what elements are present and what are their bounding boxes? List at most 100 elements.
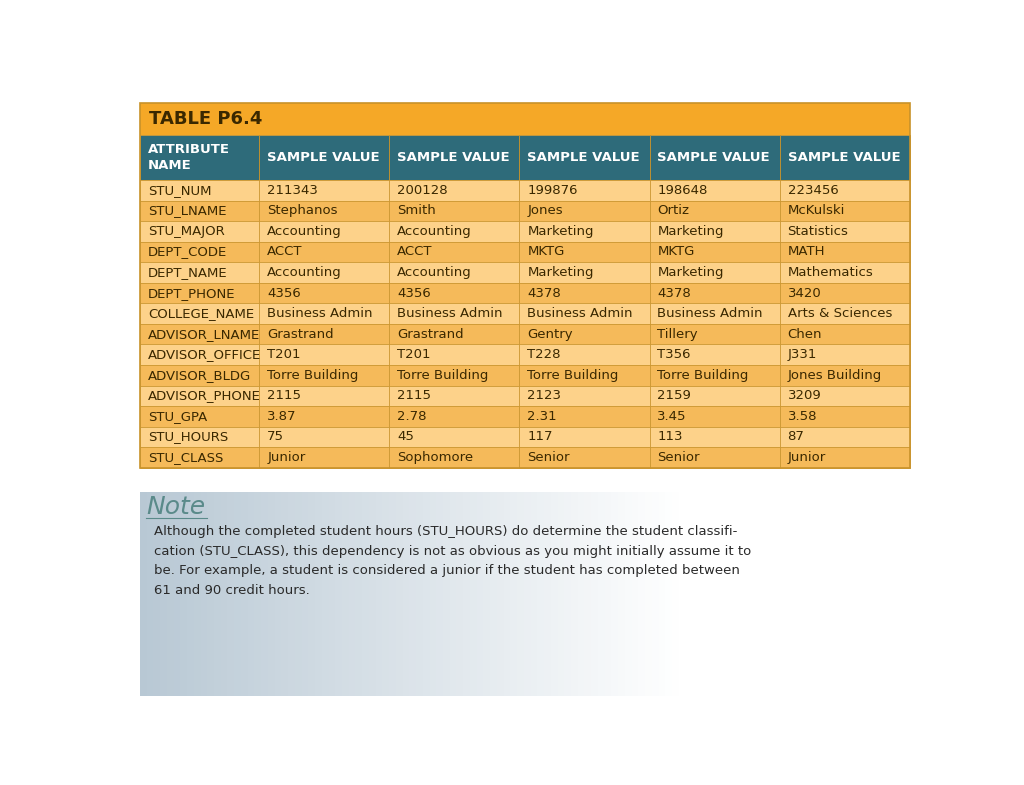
Text: 87: 87 bbox=[787, 430, 805, 444]
Bar bbox=[779, 406, 909, 427]
Bar bbox=[652, 492, 658, 696]
Text: Torre Building: Torre Building bbox=[657, 369, 749, 382]
Text: Senior: Senior bbox=[657, 451, 700, 464]
Text: Jones: Jones bbox=[527, 204, 563, 217]
Bar bbox=[591, 492, 598, 696]
Bar bbox=[779, 303, 909, 324]
Text: Accounting: Accounting bbox=[397, 266, 472, 279]
Text: 45: 45 bbox=[397, 430, 414, 444]
Text: MKTG: MKTG bbox=[527, 246, 564, 258]
Bar bbox=[402, 492, 410, 696]
Bar bbox=[649, 427, 779, 447]
Text: SAMPLE VALUE: SAMPLE VALUE bbox=[397, 151, 510, 164]
Text: MKTG: MKTG bbox=[657, 246, 695, 258]
Bar bbox=[140, 104, 909, 468]
Text: Marketing: Marketing bbox=[657, 225, 724, 238]
Bar bbox=[259, 201, 389, 221]
Text: Senior: Senior bbox=[527, 451, 569, 464]
Bar bbox=[504, 492, 510, 696]
Bar bbox=[519, 365, 649, 385]
Text: Business Admin: Business Admin bbox=[267, 307, 373, 320]
Text: ADVISOR_OFFICE: ADVISOR_OFFICE bbox=[147, 349, 261, 361]
Bar bbox=[180, 492, 187, 696]
Text: 4378: 4378 bbox=[527, 287, 561, 300]
Bar bbox=[349, 492, 355, 696]
Bar bbox=[611, 492, 618, 696]
Bar bbox=[389, 385, 519, 406]
Bar bbox=[389, 180, 519, 201]
Bar bbox=[519, 427, 649, 447]
Bar bbox=[259, 406, 389, 427]
Bar bbox=[625, 492, 632, 696]
Bar bbox=[140, 365, 259, 385]
Bar bbox=[308, 492, 315, 696]
Bar bbox=[416, 492, 423, 696]
Bar bbox=[389, 201, 519, 221]
Text: STU_NUM: STU_NUM bbox=[147, 184, 211, 197]
Text: 2.31: 2.31 bbox=[527, 410, 557, 423]
Bar bbox=[355, 492, 362, 696]
Text: T228: T228 bbox=[527, 349, 561, 361]
Bar bbox=[259, 262, 389, 283]
Bar bbox=[779, 135, 909, 180]
Text: Torre Building: Torre Building bbox=[397, 369, 488, 382]
Bar bbox=[490, 492, 497, 696]
Text: Mathematics: Mathematics bbox=[787, 266, 873, 279]
Bar bbox=[649, 345, 779, 365]
Bar bbox=[538, 492, 544, 696]
Text: STU_CLASS: STU_CLASS bbox=[147, 451, 223, 464]
Bar bbox=[389, 345, 519, 365]
Bar bbox=[779, 180, 909, 201]
Bar bbox=[389, 365, 519, 385]
Bar bbox=[301, 492, 308, 696]
Bar bbox=[779, 221, 909, 242]
Text: 3.45: 3.45 bbox=[657, 410, 687, 423]
Bar bbox=[519, 385, 649, 406]
Bar bbox=[140, 303, 259, 324]
Bar bbox=[649, 324, 779, 345]
Bar bbox=[259, 135, 389, 180]
Bar bbox=[140, 283, 259, 303]
Bar bbox=[389, 406, 519, 427]
Text: Accounting: Accounting bbox=[267, 266, 342, 279]
Bar bbox=[154, 492, 160, 696]
Bar bbox=[174, 492, 180, 696]
Text: SAMPLE VALUE: SAMPLE VALUE bbox=[527, 151, 640, 164]
Bar bbox=[389, 427, 519, 447]
Text: 198648: 198648 bbox=[657, 184, 708, 197]
Bar bbox=[362, 492, 369, 696]
Bar bbox=[259, 447, 389, 468]
Text: SAMPLE VALUE: SAMPLE VALUE bbox=[787, 151, 900, 164]
Bar bbox=[315, 492, 322, 696]
Bar bbox=[221, 492, 227, 696]
Bar bbox=[450, 492, 457, 696]
Bar bbox=[519, 262, 649, 283]
Bar bbox=[389, 221, 519, 242]
Bar bbox=[207, 492, 214, 696]
Text: Junior: Junior bbox=[267, 451, 305, 464]
Text: ACCT: ACCT bbox=[397, 246, 433, 258]
Text: Statistics: Statistics bbox=[787, 225, 849, 238]
Text: Marketing: Marketing bbox=[657, 266, 724, 279]
Text: Chen: Chen bbox=[787, 327, 822, 341]
Bar bbox=[259, 303, 389, 324]
Bar bbox=[649, 385, 779, 406]
Text: T356: T356 bbox=[657, 349, 691, 361]
Bar bbox=[389, 492, 396, 696]
Bar bbox=[140, 385, 259, 406]
Bar bbox=[389, 283, 519, 303]
Bar bbox=[274, 492, 282, 696]
Bar bbox=[436, 492, 443, 696]
Bar bbox=[140, 492, 146, 696]
Text: 199876: 199876 bbox=[527, 184, 578, 197]
Bar bbox=[551, 492, 557, 696]
Bar bbox=[524, 492, 530, 696]
Bar bbox=[227, 492, 234, 696]
Bar bbox=[530, 492, 538, 696]
Bar bbox=[443, 492, 450, 696]
Text: DEPT_PHONE: DEPT_PHONE bbox=[147, 287, 236, 300]
Bar bbox=[618, 492, 625, 696]
Bar bbox=[429, 492, 436, 696]
Bar bbox=[261, 492, 268, 696]
Bar bbox=[649, 180, 779, 201]
